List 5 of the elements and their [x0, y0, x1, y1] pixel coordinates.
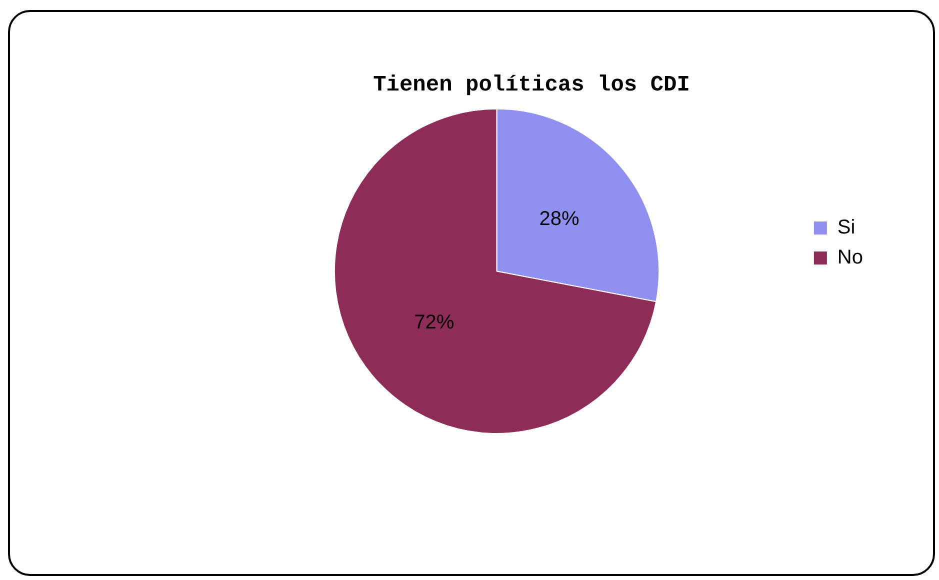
legend-label: No	[837, 246, 864, 269]
chart-title: Tienen políticas los CDI	[373, 72, 690, 98]
legend-label: Si	[837, 216, 856, 239]
data-label: 28%	[539, 208, 580, 230]
data-label: 72%	[414, 311, 454, 334]
